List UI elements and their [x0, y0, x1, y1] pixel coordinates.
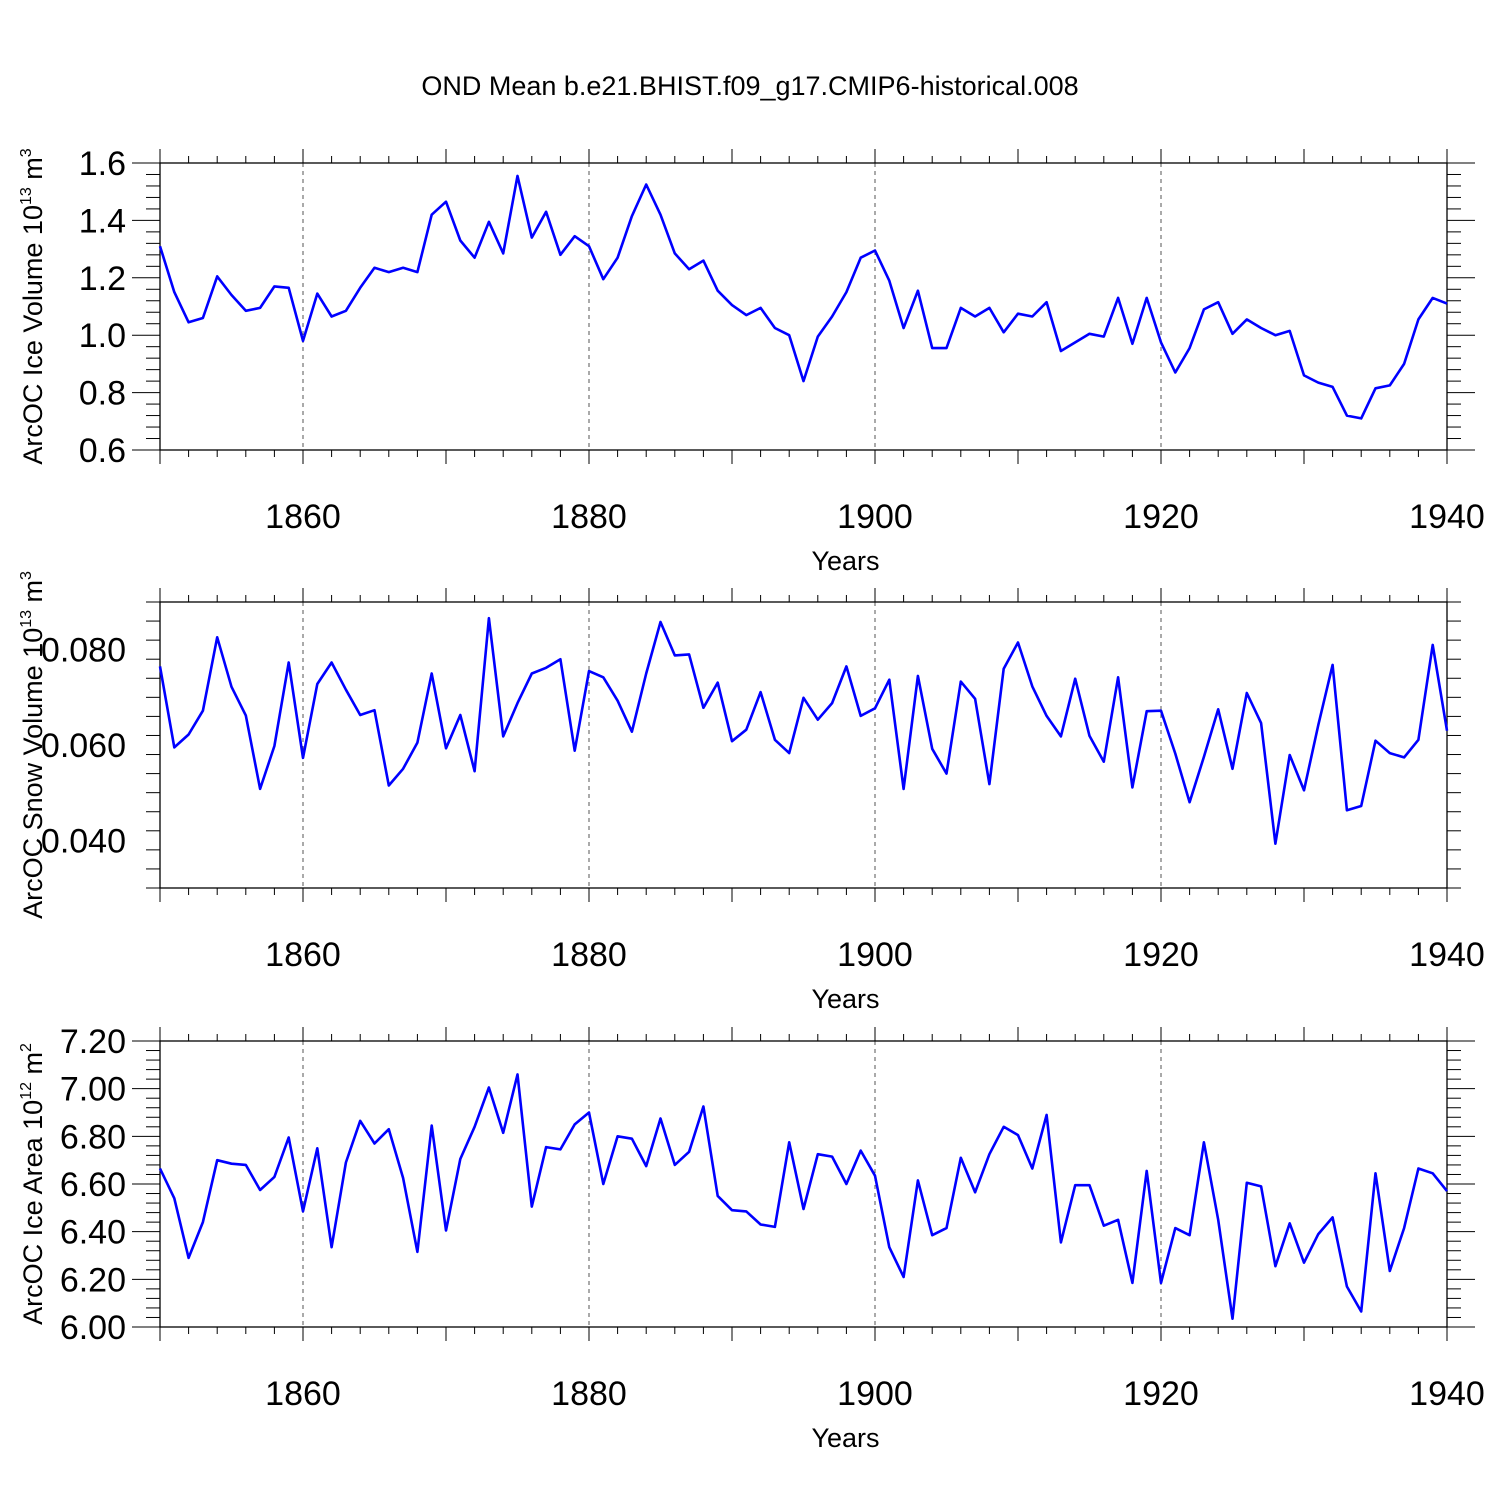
- x-tick-label-snow-volume-1880: 1880: [551, 936, 627, 974]
- x-tick-label-snow-volume-1940: 1940: [1409, 936, 1485, 974]
- series-line-ice-area: [158, 1073, 1449, 1320]
- y-axis-label-snow-volume: ArcOC Snow Volume 1013 m3: [18, 571, 48, 919]
- x-axis-label-ice-volume: Years: [811, 546, 879, 576]
- panel-ice-area: 1860 1880 1900 1920 1940 6.00 6.20 6.40 6.60 6.80…: [18, 1023, 1485, 1453]
- y-tick-label-ice-volume-1.6: 1.6: [79, 145, 126, 183]
- y-tick-label-ice-area-6.40: 6.40: [60, 1214, 126, 1252]
- y-tick-label-ice-volume-1.0: 1.0: [79, 317, 126, 355]
- y-tick-label-snow-volume-0.040: 0.040: [41, 822, 126, 860]
- y-tick-label-ice-area-7.20: 7.20: [60, 1023, 126, 1061]
- x-tick-label-ice-volume-1880: 1880: [551, 498, 627, 536]
- x-tick-label-snow-volume-1860: 1860: [265, 936, 341, 974]
- x-axis-label-ice-area: Years: [811, 1423, 879, 1453]
- y-tick-label-snow-volume-0.080: 0.080: [41, 632, 126, 670]
- x-axis-label-snow-volume: Years: [811, 984, 879, 1014]
- x-tick-label-ice-area-1860: 1860: [265, 1375, 341, 1413]
- y-tick-label-ice-volume-1.4: 1.4: [79, 202, 126, 240]
- y-tick-label-ice-area-6.20: 6.20: [60, 1261, 126, 1299]
- x-tick-label-ice-area-1880: 1880: [551, 1375, 627, 1413]
- x-tick-label-snow-volume-1920: 1920: [1123, 936, 1199, 974]
- x-tick-label-ice-volume-1900: 1900: [837, 498, 913, 536]
- y-axis-label-ice-volume: ArcOC Ice Volume 1013 m3: [18, 148, 48, 464]
- panel-snow-volume: 1860 1880 1900 1920 1940 0.040 0.060 0.080 Years…: [18, 571, 1485, 1014]
- x-tick-label-ice-area-1940: 1940: [1409, 1375, 1485, 1413]
- y-tick-label-ice-area-6.80: 6.80: [60, 1118, 126, 1156]
- x-tick-label-ice-area-1900: 1900: [837, 1375, 913, 1413]
- x-tick-label-snow-volume-1900: 1900: [837, 936, 913, 974]
- series-line-ice-volume: [158, 174, 1448, 420]
- x-tick-label-ice-volume-1920: 1920: [1123, 498, 1199, 536]
- plot-frame-snow-volume: [159, 601, 1448, 889]
- x-tick-label-ice-volume-1860: 1860: [265, 498, 341, 536]
- y-tick-label-ice-area-6.60: 6.60: [60, 1166, 126, 1204]
- y-tick-label-ice-volume-1.2: 1.2: [79, 260, 126, 298]
- y-tick-label-snow-volume-0.060: 0.060: [41, 727, 126, 765]
- chart-title: OND Mean b.e21.BHIST.f09_g17.CMIP6-histo…: [421, 71, 1078, 101]
- x-tick-label-ice-volume-1940: 1940: [1409, 498, 1485, 536]
- x-tick-label-ice-area-1920: 1920: [1123, 1375, 1199, 1413]
- series-line-snow-volume: [158, 616, 1449, 846]
- y-tick-label-ice-volume-0.6: 0.6: [79, 432, 126, 470]
- y-tick-label-ice-volume-0.8: 0.8: [79, 375, 126, 413]
- plot-frame-ice-volume: [159, 162, 1448, 451]
- y-tick-label-ice-area-6.00: 6.00: [60, 1309, 126, 1347]
- panel-ice-volume: 1860 1880 1900 1920 1940 0.6 0.8 1.0 1.2 1.4 1.6 Ye…: [18, 145, 1485, 576]
- y-tick-label-ice-area-7.00: 7.00: [60, 1071, 126, 1109]
- y-axis-label-ice-area: ArcOC Ice Area 1012 m2: [18, 1043, 48, 1325]
